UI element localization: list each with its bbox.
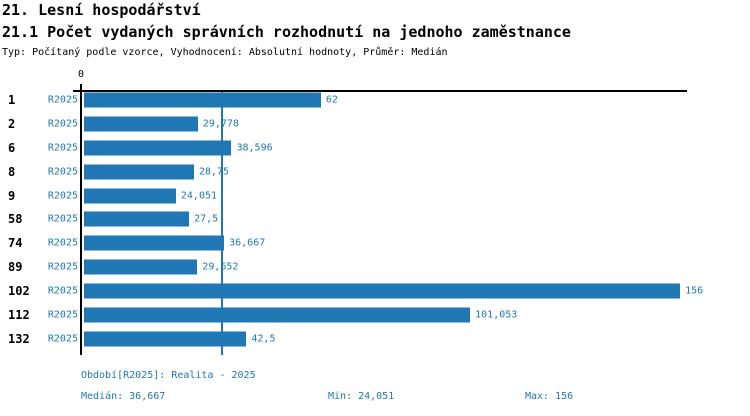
bar xyxy=(84,283,681,299)
row-category-label: 2 xyxy=(8,116,16,131)
max-stat: Max: 156 xyxy=(525,391,574,402)
bar-value-label: 62 xyxy=(325,94,338,106)
chart-row: 8 R2025 28,75 xyxy=(0,160,750,184)
row-series-label: R2025 xyxy=(47,190,78,202)
bar xyxy=(84,259,198,275)
row-category-label: 132 xyxy=(8,332,30,347)
bar-value-label: 156 xyxy=(685,285,704,297)
bar-track: 101,053 xyxy=(84,307,687,323)
row-category-label: 102 xyxy=(8,284,30,299)
bar-track: 36,667 xyxy=(84,235,687,251)
bar-track: 29,778 xyxy=(84,116,687,132)
x-axis-line xyxy=(73,90,687,92)
bar-value-label: 27,5 xyxy=(194,213,219,225)
bar-value-label: 29,652 xyxy=(202,261,239,273)
bar xyxy=(84,140,232,156)
period-label: Období[R2025]: Realita - 2025 xyxy=(81,370,256,381)
chart-row: 132 R2025 42,5 xyxy=(0,327,750,351)
row-series-label: R2025 xyxy=(47,166,78,178)
bar xyxy=(84,92,321,108)
bar-value-label: 36,667 xyxy=(229,237,266,249)
row-series-label: R2025 xyxy=(47,261,78,273)
bar-value-label: 101,053 xyxy=(475,309,518,321)
median-gridline xyxy=(221,92,223,355)
bar xyxy=(84,188,176,204)
indicator-meta: Typ: Počítaný podle vzorce, Vyhodnocení:… xyxy=(2,47,448,58)
bar-value-label: 42,5 xyxy=(251,333,276,345)
chart-row: 74 R2025 36,667 xyxy=(0,231,750,255)
bar-value-label: 24,051 xyxy=(180,190,218,202)
bar xyxy=(84,164,194,180)
row-series-label: R2025 xyxy=(47,142,78,154)
row-category-label: 1 xyxy=(8,92,16,107)
chart-row: 89 R2025 29,652 xyxy=(0,255,750,279)
row-series-label: R2025 xyxy=(47,237,78,249)
bar-track: 156 xyxy=(84,283,703,299)
median-stat: Medián: 36,667 xyxy=(81,391,166,402)
bar-track: 24,051 xyxy=(84,188,687,204)
bar-track: 38,596 xyxy=(84,140,687,156)
bar-track: 28,75 xyxy=(84,164,687,180)
x-axis-zero-label: 0 xyxy=(77,69,85,80)
row-category-label: 74 xyxy=(8,236,23,251)
bar-track: 27,5 xyxy=(84,211,687,227)
row-category-label: 89 xyxy=(8,260,23,275)
bar-value-label: 38,596 xyxy=(236,142,273,154)
bar-track: 29,652 xyxy=(84,259,687,275)
min-stat: Min: 24,051 xyxy=(328,391,395,402)
bar xyxy=(84,331,247,347)
bar xyxy=(84,307,471,323)
chart-row: 2 R2025 29,778 xyxy=(0,112,750,136)
bar xyxy=(84,235,225,251)
indicator-title: 21.1 Počet vydaných správních rozhodnutí… xyxy=(2,23,571,41)
chart-row: 112 R2025 101,053 xyxy=(0,303,750,327)
y-axis-line xyxy=(80,90,82,355)
chart-row: 58 R2025 27,5 xyxy=(0,208,750,232)
bar xyxy=(84,116,198,132)
row-category-label: 58 xyxy=(8,212,23,227)
bar-value-label: 29,778 xyxy=(202,118,239,130)
bar-value-label: 28,75 xyxy=(198,166,229,178)
bar-track: 42,5 xyxy=(84,331,687,347)
row-category-label: 8 xyxy=(8,164,16,179)
bar-chart: 1 R2025 62 2 R2025 29,778 6 R2025 38,596 8 R2025 28… xyxy=(0,88,750,351)
chart-row: 9 R2025 24,051 xyxy=(0,184,750,208)
chart-row: 102 R2025 156 xyxy=(0,279,750,303)
bar-track: 62 xyxy=(84,92,687,108)
row-category-label: 6 xyxy=(8,140,16,155)
row-series-label: R2025 xyxy=(47,333,78,345)
x-axis-zero-tick xyxy=(80,84,82,90)
row-series-label: R2025 xyxy=(47,213,78,225)
row-series-label: R2025 xyxy=(47,309,78,321)
row-series-label: R2025 xyxy=(47,94,78,106)
row-category-label: 9 xyxy=(8,188,16,203)
row-series-label: R2025 xyxy=(47,118,78,130)
chart-row: 6 R2025 38,596 xyxy=(0,136,750,160)
report-title: 21. Lesní hospodářství xyxy=(2,1,201,19)
chart-row: 1 R2025 62 xyxy=(0,88,750,112)
bar xyxy=(84,211,190,227)
row-series-label: R2025 xyxy=(47,285,78,297)
row-category-label: 112 xyxy=(8,308,30,323)
